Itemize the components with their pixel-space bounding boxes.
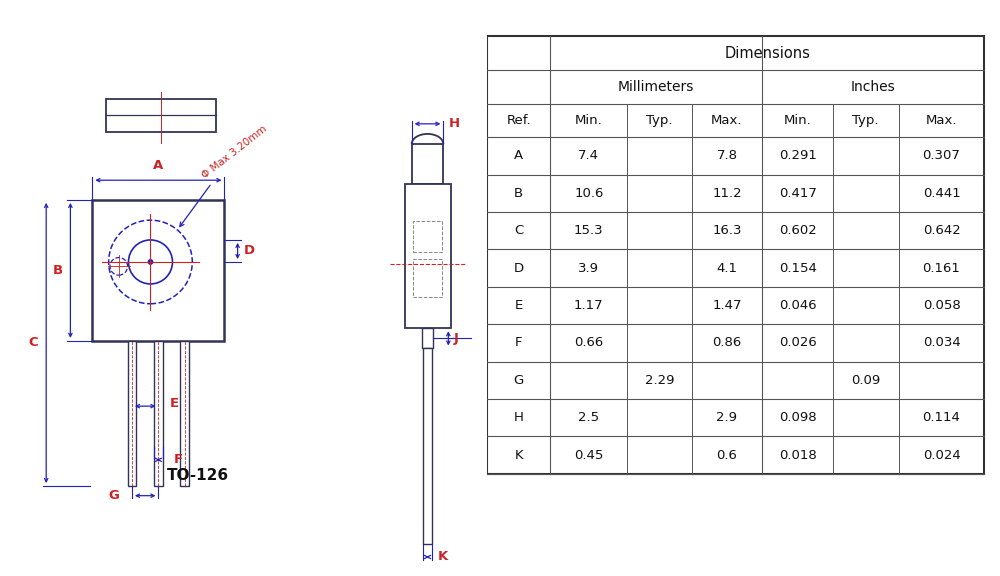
Text: 0.86: 0.86	[712, 336, 742, 350]
Text: K: K	[438, 551, 448, 563]
Text: 0.154: 0.154	[779, 262, 817, 275]
Text: 0.66: 0.66	[574, 336, 603, 350]
Text: 2.5: 2.5	[578, 411, 599, 425]
Text: 0.307: 0.307	[923, 150, 960, 162]
Text: B: B	[52, 264, 62, 277]
Text: E: E	[169, 397, 179, 411]
Text: A: A	[514, 150, 523, 162]
Text: 1.47: 1.47	[712, 299, 742, 312]
Text: 0.034: 0.034	[923, 336, 960, 350]
Text: 7.8: 7.8	[716, 150, 737, 162]
Text: Millimeters: Millimeters	[618, 79, 694, 94]
Text: TO-126: TO-126	[167, 468, 229, 483]
Text: 0.6: 0.6	[716, 449, 737, 462]
Text: 0.417: 0.417	[779, 187, 817, 200]
Text: D: D	[514, 262, 524, 275]
Text: Min.: Min.	[575, 114, 603, 127]
Text: 2.9: 2.9	[716, 411, 737, 425]
Text: 0.058: 0.058	[923, 299, 960, 312]
Text: Min.: Min.	[784, 114, 811, 127]
Text: Ref.: Ref.	[506, 114, 531, 127]
Bar	[128, 341, 136, 486]
Text: E: E	[514, 299, 523, 312]
Text: 16.3: 16.3	[712, 224, 742, 237]
Text: 0.026: 0.026	[779, 336, 816, 350]
Text: G: G	[108, 489, 119, 502]
Text: 0.45: 0.45	[574, 449, 603, 462]
Text: 0.018: 0.018	[779, 449, 816, 462]
Bar	[487, 36, 984, 474]
Text: 0.642: 0.642	[923, 224, 960, 237]
Text: H: H	[514, 411, 524, 425]
Text: G: G	[513, 374, 524, 387]
Bar	[422, 328, 433, 348]
Bar	[413, 221, 442, 252]
Text: 0.024: 0.024	[923, 449, 960, 462]
Text: 0.046: 0.046	[779, 299, 816, 312]
Text: 10.6: 10.6	[574, 187, 603, 200]
Text: B: B	[514, 187, 523, 200]
Text: C: C	[514, 224, 523, 237]
Text: Max.: Max.	[711, 114, 743, 127]
Text: 15.3: 15.3	[574, 224, 604, 237]
Text: 0.291: 0.291	[779, 150, 817, 162]
Text: Inches: Inches	[851, 79, 896, 94]
Text: Typ.: Typ.	[646, 114, 673, 127]
Text: D: D	[244, 244, 255, 257]
Bar	[413, 259, 442, 297]
Text: F: F	[515, 336, 522, 350]
Text: C: C	[29, 336, 38, 350]
Text: 0.161: 0.161	[923, 262, 960, 275]
Text: 0.114: 0.114	[923, 411, 960, 425]
Text: 0.602: 0.602	[779, 224, 816, 237]
Bar	[106, 99, 216, 132]
Text: 7.4: 7.4	[578, 150, 599, 162]
Circle shape	[148, 260, 153, 264]
Bar	[154, 341, 163, 486]
Text: K: K	[514, 449, 523, 462]
Text: A: A	[153, 160, 164, 172]
Text: 0.09: 0.09	[851, 374, 880, 387]
Text: 1.17: 1.17	[574, 299, 604, 312]
Text: 2.29: 2.29	[645, 374, 674, 387]
Bar	[92, 200, 224, 341]
Text: 0.098: 0.098	[779, 411, 816, 425]
Text: Dimensions: Dimensions	[724, 46, 810, 60]
Text: 3.9: 3.9	[578, 262, 599, 275]
Text: Typ.: Typ.	[852, 114, 879, 127]
Text: Max.: Max.	[926, 114, 957, 127]
Bar	[404, 184, 450, 328]
Bar	[423, 348, 432, 544]
Text: F: F	[174, 453, 183, 467]
Text: H: H	[449, 118, 460, 130]
Bar	[412, 144, 443, 184]
Bar	[180, 341, 189, 486]
Text: 11.2: 11.2	[712, 187, 742, 200]
Text: J: J	[454, 332, 459, 345]
Text: 4.1: 4.1	[716, 262, 737, 275]
Text: 0.441: 0.441	[923, 187, 960, 200]
Text: Φ Max 3.20mm: Φ Max 3.20mm	[180, 123, 269, 226]
